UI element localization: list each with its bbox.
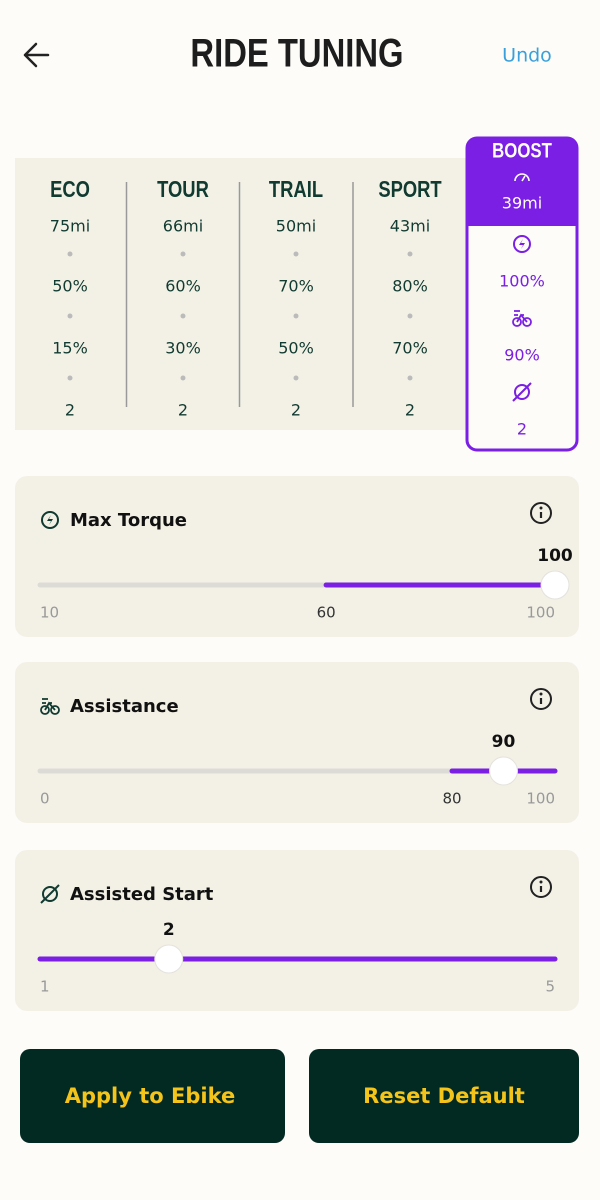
slider-value: 90 [492,732,516,752]
separator-dot [293,375,299,381]
info-button[interactable] [530,876,552,898]
separator-dot [407,251,413,257]
mode-range: 66mi [163,217,203,236]
reset-label[interactable]: Reset Default [363,1084,525,1108]
mode-start: 2 [65,401,75,420]
slider-value: 100 [537,546,573,566]
mode-start: 2 [405,401,415,420]
slider-label: Assisted Start [70,884,214,905]
scale-label: 100 [526,790,555,808]
start-icon [42,886,58,902]
torque-icon [513,235,531,253]
slider-thumb[interactable] [540,570,570,600]
modes-panel [15,158,470,430]
mode-name[interactable]: TOUR [157,177,209,202]
mode-name[interactable]: TRAIL [269,177,323,202]
mode-range: 50mi [276,217,316,236]
assist-icon-frame [42,698,56,711]
mode-range: 43mi [390,217,430,236]
separator-dot [67,313,73,319]
mode-start: 2 [178,401,188,420]
separator-dot [67,375,73,381]
mode-name[interactable]: ECO [50,177,90,202]
mode-assistance: 15% [52,339,88,358]
info-dot [539,692,543,696]
scale-label: 0 [40,790,50,808]
slider-thumb[interactable] [489,756,518,786]
scale-label: 5 [545,978,555,996]
mode-assistance: 90% [504,346,540,365]
assist-icon-wheel [50,705,60,715]
mode-torque: 70% [278,277,314,296]
mode-range: 75mi [50,217,90,236]
separator-dot [407,375,413,381]
mode-assistance: 70% [392,339,428,358]
scale-label: 100 [526,604,555,622]
start-icon-slash [40,884,60,904]
separator-dot [293,313,299,319]
mode-name: BOOST [492,140,552,163]
mode-start: 2 [291,401,301,420]
mode-torque: 60% [165,277,201,296]
info-dot [539,880,543,884]
start-icon [514,384,530,400]
torque-icon [41,511,59,529]
separator-dot [180,251,186,257]
separator-dot [293,251,299,257]
title: RIDE TUNING [190,30,403,75]
torque-icon-bolt [47,515,53,525]
assist-icon-wheel [40,705,50,715]
scale-label: 80 [442,790,461,808]
mode-torque: 50% [52,277,88,296]
reset-button[interactable] [309,1049,579,1143]
separator-dot [407,313,413,319]
mode-assistance: 30% [165,339,201,358]
mode-name[interactable]: SPORT [378,177,442,202]
scale-label: 10 [40,604,59,622]
slider-card [15,662,579,823]
slider-thumb[interactable] [154,944,184,974]
mode-start: 2 [517,420,527,439]
assist-icon-frame [514,310,528,323]
start-icon-slash [512,382,532,402]
info-button[interactable] [530,502,552,524]
info-dot [539,506,543,510]
separator-dot [180,313,186,319]
separator-dot [180,375,186,381]
separator-dot [67,251,73,257]
scale-label: 60 [317,604,336,622]
info-button[interactable] [530,688,552,710]
gauge-icon [514,173,530,182]
mode-assistance: 50% [278,339,314,358]
apply-label[interactable]: Apply to Ebike [65,1084,236,1108]
mode-range: 39mi [502,194,542,213]
torque-icon-bolt [519,239,525,249]
slider-card [15,850,579,1011]
mode-torque: 100% [499,272,545,291]
undo-button[interactable]: Undo [502,45,552,67]
slider-label: Max Torque [70,510,187,531]
slider-value: 2 [163,920,175,940]
slider-card [15,476,579,637]
apply-button[interactable] [20,1049,285,1143]
boost-header [467,138,577,226]
slider-label: Assistance [70,696,179,717]
scale-label: 1 [40,978,50,996]
assist-icon-wheel [512,317,522,327]
mode-torque: 80% [392,277,428,296]
assist-icon-wheel [522,317,532,327]
back-button[interactable] [23,42,50,68]
